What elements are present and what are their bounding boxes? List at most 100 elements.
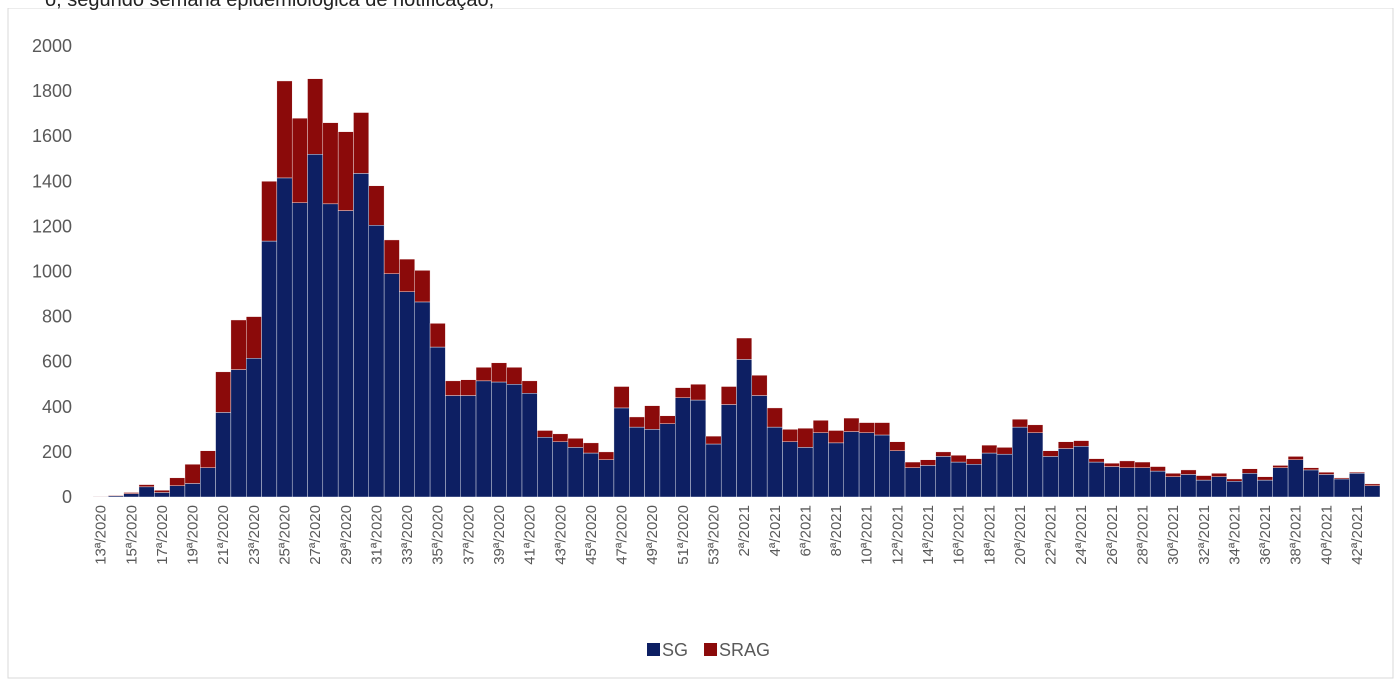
bar-segment xyxy=(261,181,278,242)
bar-segment xyxy=(383,273,400,498)
y-tick-label: 2000 xyxy=(32,36,72,56)
bar-segment xyxy=(261,240,278,498)
bar-segment xyxy=(1272,467,1289,498)
bar-segment xyxy=(567,447,584,498)
bar-segment xyxy=(291,202,308,498)
bar-segment xyxy=(1257,479,1273,498)
bar-segment xyxy=(874,422,890,436)
bar-segment xyxy=(1349,471,1365,474)
x-tick-label: 24ª/2021 xyxy=(1073,505,1090,565)
bar-segment xyxy=(828,442,844,498)
bar-segment xyxy=(720,404,737,498)
y-tick-label: 200 xyxy=(42,442,72,462)
x-tick-label: 18ª/2021 xyxy=(981,505,998,565)
bar-segment xyxy=(629,416,645,428)
bar-segment xyxy=(123,492,140,494)
bar-segment xyxy=(1241,468,1258,474)
bar-segment xyxy=(1318,471,1335,475)
bar-segment xyxy=(1027,432,1044,498)
bar-segment xyxy=(1012,419,1028,428)
x-tick-label: 49ª/2020 xyxy=(644,505,661,565)
bar-segment xyxy=(950,461,967,498)
bar-segment xyxy=(337,210,354,498)
x-tick-label: 31ª/2020 xyxy=(368,505,385,565)
bar-segment xyxy=(200,450,216,468)
bar-segment xyxy=(1149,466,1166,472)
bar-segment xyxy=(353,112,369,174)
y-tick-label: 0 xyxy=(62,487,72,507)
bar-segment xyxy=(307,154,324,498)
bar-segment xyxy=(598,459,615,498)
chart-title: o, segundo semana epidemiológica de noti… xyxy=(45,0,494,11)
bar-segment xyxy=(797,428,814,448)
bar-segment xyxy=(751,395,768,498)
bar-segment xyxy=(246,316,262,359)
bar-segment xyxy=(935,456,952,498)
legend-swatch xyxy=(647,643,660,656)
x-tick-label: 26ª/2021 xyxy=(1104,505,1121,565)
bar-segment xyxy=(460,379,477,396)
bar-segment xyxy=(843,431,860,498)
bar-segment xyxy=(1287,456,1304,460)
bar-segment xyxy=(736,359,753,498)
x-tick-label: 14ª/2021 xyxy=(920,505,937,565)
bar-segment xyxy=(1012,426,1028,498)
bar-segment xyxy=(920,465,936,498)
bar-segment xyxy=(307,78,324,155)
x-tick-label: 41ª/2020 xyxy=(522,505,539,565)
bar-segment xyxy=(705,443,722,498)
bar-segment xyxy=(736,337,753,360)
x-tick-label: 10ª/2021 xyxy=(859,505,876,565)
bar-segment xyxy=(1119,467,1136,498)
x-tick-label: 19ª/2020 xyxy=(185,505,202,565)
bar-segment xyxy=(414,270,431,303)
bar-segment xyxy=(858,422,875,433)
bar-segment xyxy=(399,258,415,292)
bar-segment xyxy=(1211,476,1227,498)
bar-segment xyxy=(491,362,507,383)
x-tick-label: 13ª/2020 xyxy=(93,505,110,565)
bar-segment xyxy=(1073,440,1090,447)
bar-segment xyxy=(751,375,768,396)
bar-segment xyxy=(966,464,982,498)
legend-label: SG xyxy=(662,640,688,660)
x-tick-label: 21ª/2020 xyxy=(215,505,232,565)
bar-segment xyxy=(690,384,707,401)
bar-segment xyxy=(491,381,507,498)
bar-segment xyxy=(675,397,691,498)
bar-segment xyxy=(368,185,385,226)
x-tick-label: 16ª/2021 xyxy=(951,505,968,565)
bar-segment xyxy=(889,450,906,498)
bar-segment xyxy=(537,437,553,498)
bar-segment xyxy=(414,301,431,498)
bar-segment xyxy=(1104,462,1120,467)
bar-segment xyxy=(1333,478,1350,498)
bar-segment xyxy=(644,429,661,498)
bar-segment xyxy=(169,485,186,498)
bar-segment xyxy=(291,117,308,203)
bar-segment xyxy=(583,442,599,454)
x-tick-label: 12ª/2021 xyxy=(889,505,906,565)
bar-segment xyxy=(797,447,814,498)
bar-segment xyxy=(1104,466,1120,498)
bar-segment xyxy=(1303,469,1319,498)
bar-segment xyxy=(904,461,921,468)
bar-segment xyxy=(521,380,538,394)
bar-segment xyxy=(276,80,293,179)
bar-segment xyxy=(1257,476,1273,481)
bar-segment xyxy=(108,494,124,497)
bar-segment xyxy=(1241,473,1258,498)
x-tick-label: 39ª/2020 xyxy=(491,505,508,565)
bar-segment xyxy=(429,346,446,498)
bar-segment xyxy=(337,131,354,211)
bar-segment xyxy=(1349,473,1365,498)
bar-segment xyxy=(154,490,170,493)
y-tick-label: 1600 xyxy=(32,126,72,146)
bar-segment xyxy=(1088,461,1105,498)
legend: SG SRAG xyxy=(647,640,770,660)
bar-segment xyxy=(138,484,155,488)
x-tick-label: 47ª/2020 xyxy=(614,505,631,565)
bar-segment xyxy=(1303,467,1319,471)
bar-segment xyxy=(276,177,293,498)
